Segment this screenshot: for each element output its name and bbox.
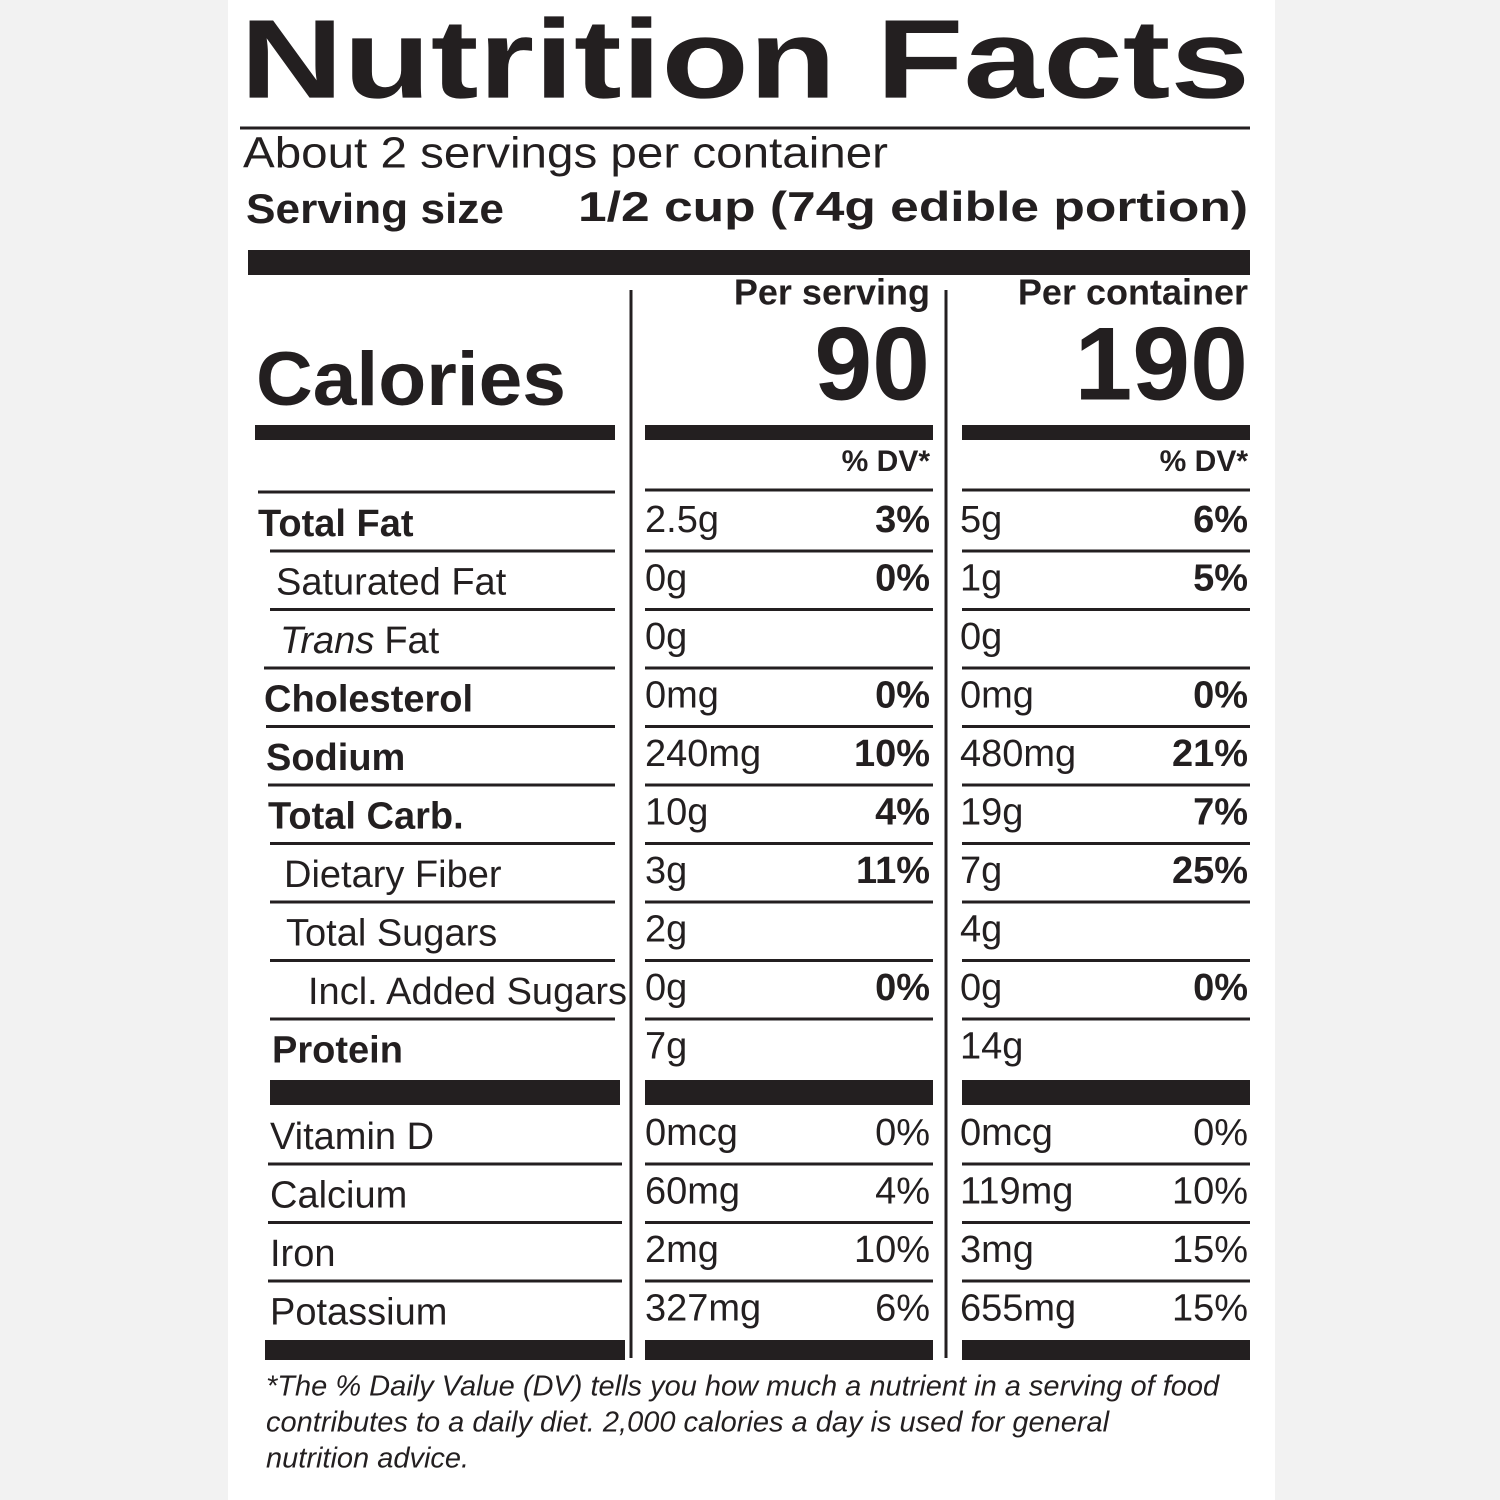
daily-value: 0% (1193, 967, 1248, 1009)
dv-heading: % DV* (842, 445, 931, 478)
nutrient-name: Protein (272, 1030, 403, 1072)
servings: About 2 servings per container (243, 129, 888, 178)
amount: 2g (645, 909, 687, 951)
amount: 0g (960, 967, 1002, 1009)
dv-heading: % DV* (1160, 445, 1249, 478)
nutrient-name-rest: Fat (384, 620, 439, 662)
amount: 0mg (645, 675, 719, 717)
amount: 0g (960, 616, 1002, 658)
daily-value: 15% (1172, 1229, 1248, 1271)
amount: 4g (960, 909, 1002, 951)
column-heading: Per serving (734, 272, 930, 313)
amount: 7g (645, 1026, 687, 1068)
daily-value: 0% (1193, 1112, 1248, 1154)
amount: 0g (645, 967, 687, 1009)
daily-value: 0% (875, 675, 930, 717)
daily-value: 25% (1172, 850, 1248, 892)
thick-bar (265, 1340, 625, 1360)
amount: 0mcg (960, 1112, 1053, 1154)
daily-value: 7% (1193, 792, 1248, 834)
daily-value: 0% (875, 967, 930, 1009)
serving-size-label: Serving size (246, 185, 504, 232)
thick-bar (645, 425, 933, 440)
amount: 119mg (960, 1171, 1073, 1213)
calories-value: 190 (1074, 306, 1248, 422)
thick-bar (962, 425, 1250, 440)
daily-value: 4% (875, 1171, 930, 1213)
nutrient-name: Total Carb. (268, 796, 464, 838)
calories-label: Calories (256, 337, 566, 422)
nutrient-name: Dietary Fiber (284, 854, 502, 896)
daily-value: 21% (1172, 733, 1248, 775)
daily-value: 4% (875, 792, 930, 834)
daily-value: 15% (1172, 1288, 1248, 1330)
daily-value: 6% (875, 1288, 930, 1330)
amount: 2mg (645, 1229, 719, 1271)
amount: 7g (960, 850, 1002, 892)
nutrient-name: Total Sugars (286, 913, 497, 955)
nutrient-name: Saturated Fat (276, 562, 507, 604)
amount: 60mg (645, 1171, 740, 1213)
nutrient-name: Total Fat (258, 503, 414, 545)
thick-bar (270, 1080, 620, 1105)
amount: 1g (960, 558, 1002, 600)
daily-value: 5% (1193, 558, 1248, 600)
thick-bar (962, 1080, 1250, 1105)
thick-bar (645, 1080, 933, 1105)
amount: 0mg (960, 675, 1034, 717)
daily-value: 11% (856, 850, 930, 892)
daily-value: 10% (854, 733, 930, 775)
amount: 240mg (645, 733, 761, 775)
daily-value: 10% (854, 1229, 930, 1271)
thick-bar (248, 250, 1250, 275)
amount: 19g (960, 792, 1023, 834)
amount: 14g (960, 1026, 1023, 1068)
daily-value: 10% (1172, 1171, 1248, 1213)
amount: 0g (645, 616, 687, 658)
nutrient-name: Incl. Added Sugars (308, 971, 627, 1013)
thick-bar (645, 1340, 933, 1360)
serving-size-value: 1/2 cup (74g edible portion) (578, 183, 1248, 230)
amount: 0g (645, 558, 687, 600)
amount: 3mg (960, 1229, 1034, 1271)
daily-value: 3% (875, 499, 930, 541)
nutrient-name: Calcium (270, 1175, 407, 1217)
column-heading: Per container (1018, 272, 1248, 313)
amount: 480mg (960, 733, 1076, 775)
thick-bar (962, 1340, 1250, 1360)
footnote: *The % Daily Value (DV) tells you how mu… (266, 1371, 1220, 1403)
nutrient-name: Trans Fat (280, 620, 440, 662)
daily-value: 0% (875, 558, 930, 600)
daily-value: 0% (1193, 675, 1248, 717)
amount: 655mg (960, 1288, 1076, 1330)
amount: 10g (645, 792, 708, 834)
amount: 5g (960, 499, 1002, 541)
footnote: contributes to a daily diet. 2,000 calor… (266, 1407, 1111, 1439)
nutrient-name: Iron (270, 1233, 335, 1275)
nutrient-name: Cholesterol (264, 679, 473, 721)
nutrient-name: Vitamin D (270, 1116, 434, 1158)
nutrient-name-italic: Trans (280, 620, 374, 662)
nutrient-name: Sodium (266, 737, 405, 779)
amount: 0mcg (645, 1112, 738, 1154)
amount: 3g (645, 850, 687, 892)
amount: 2.5g (645, 499, 719, 541)
amount: 327mg (645, 1288, 761, 1330)
nutrient-name: Potassium (270, 1292, 447, 1334)
footnote: nutrition advice. (266, 1443, 469, 1475)
daily-value: 6% (1193, 499, 1248, 541)
calories-value: 90 (814, 306, 930, 422)
thick-bar (255, 425, 615, 440)
title: Nutrition Facts (240, 0, 1250, 122)
daily-value: 0% (875, 1112, 930, 1154)
